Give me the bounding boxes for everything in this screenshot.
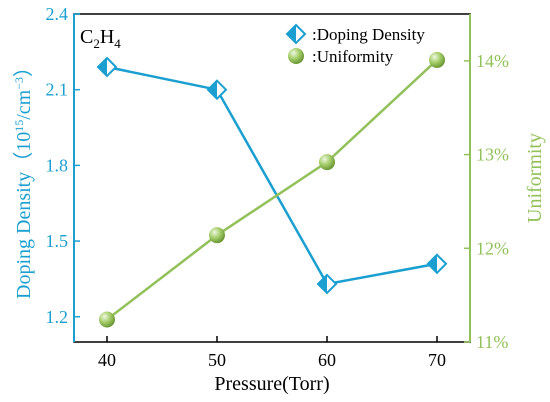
series-line-1: [106, 59, 438, 321]
data-point-doping-density: [316, 273, 338, 295]
y-left-tick-label: 1.2: [46, 307, 69, 327]
y-left-axis-label: Doping Density（1015/cm−3）: [12, 57, 35, 299]
legend-marker-uniformity: [288, 48, 304, 64]
y-left-tick-label: 1.8: [46, 155, 69, 175]
legend: :Doping Density :Uniformity: [285, 23, 425, 66]
x-tick-label: 70: [428, 350, 446, 370]
data-point-uniformity: [99, 311, 115, 328]
data-point-doping-density: [96, 56, 118, 78]
diamond-fill: [428, 254, 437, 273]
data-point-uniformity: [319, 154, 335, 171]
data-point-doping-density: [206, 79, 228, 101]
legend-label-doping-density: :Doping Density: [312, 25, 425, 44]
diamond-fill: [318, 274, 327, 293]
data-point-uniformity: [209, 227, 225, 244]
y-right-tick-label: 13%: [476, 145, 509, 165]
data-point-uniformity: [429, 51, 445, 68]
y-left-tick-label: 2.1: [46, 80, 69, 100]
panel-label: C2H4: [80, 26, 121, 51]
y-right-tick-label: 12%: [476, 238, 509, 258]
x-tick-label: 50: [208, 350, 226, 370]
legend-label-uniformity: :Uniformity: [312, 47, 394, 66]
y-right-tick-label: 11%: [476, 332, 508, 352]
diamond-fill: [98, 57, 107, 76]
y-right-tick-label: 14%: [476, 51, 509, 71]
x-tick-label: 40: [98, 350, 116, 370]
diamond-fill: [208, 80, 217, 99]
legend-marker-doping-density: [285, 23, 307, 45]
y-left-tick-label: 2.4: [46, 4, 69, 24]
x-tick-label: 60: [318, 350, 336, 370]
x-axis-label: Pressure(Torr): [214, 373, 329, 395]
series-line-0: [106, 65, 438, 286]
y-right-axis-label: Uniformity: [524, 133, 546, 223]
y-left-tick-label: 1.5: [46, 231, 69, 251]
data-point-doping-density: [426, 253, 448, 275]
plot-frame: [73, 13, 471, 343]
